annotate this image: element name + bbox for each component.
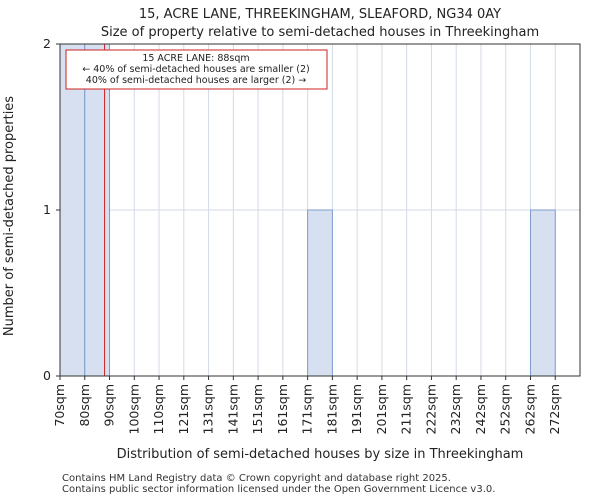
bar-80sqm: [84, 43, 111, 377]
annotation-line-larger: 40% of semi-detached houses are larger (…: [86, 75, 306, 86]
y-tick-label: 0: [43, 368, 51, 383]
y-axis-label: Number of semi-detached properties: [2, 96, 17, 336]
x-tick-label: 90sqm: [102, 384, 117, 427]
chart-title: 15, ACRE LANE, THREEKINGHAM, SLEAFORD, N…: [139, 7, 501, 22]
x-tick-label: 211sqm: [399, 384, 414, 434]
x-tick-label: 242sqm: [473, 384, 488, 434]
y-tick-label: 1: [43, 202, 51, 217]
x-tick-label: 131sqm: [201, 384, 216, 434]
x-tick-label: 110sqm: [151, 384, 166, 434]
y-ticks: 0 1 2: [43, 36, 60, 383]
marker-annotation: 15 ACRE LANE: 88sqm ← 40% of semi-detach…: [65, 49, 328, 90]
chart-subtitle: Size of property relative to semi-detach…: [101, 25, 539, 40]
bar-262sqm: [529, 209, 556, 377]
grid: [60, 44, 580, 376]
x-tick-label: 262sqm: [522, 384, 537, 434]
x-tick-label: 181sqm: [324, 384, 339, 434]
bar-70sqm: [59, 43, 86, 377]
x-tick-label: 151sqm: [250, 384, 265, 434]
x-tick-label: 252sqm: [498, 384, 513, 434]
footer-copyright: Contains HM Land Registry data © Crown c…: [62, 473, 451, 484]
x-tick-label: 100sqm: [126, 384, 141, 434]
bar-171sqm: [307, 209, 333, 377]
x-axis-label: Distribution of semi-detached houses by …: [117, 447, 524, 462]
footer-licence: Contains public sector information licen…: [62, 484, 496, 495]
annotation-line-title: 15 ACRE LANE: 88sqm: [142, 53, 249, 64]
x-tick-label: 121sqm: [176, 384, 191, 434]
x-tick-label: 70sqm: [52, 384, 67, 427]
x-tick-label: 191sqm: [349, 384, 364, 434]
x-tick-label: 80sqm: [77, 384, 92, 427]
x-tick-label: 201sqm: [374, 384, 389, 434]
x-tick-label: 272sqm: [547, 384, 562, 434]
x-tick-label: 171sqm: [300, 384, 315, 434]
x-tick-label: 161sqm: [275, 384, 290, 434]
bars: [59, 43, 556, 377]
x-tick-label: 141sqm: [225, 384, 240, 434]
y-tick-label: 2: [43, 36, 51, 51]
x-ticks: 70sqm 80sqm 90sqm 100sqm 110sqm 121sqm 131sqm 1…: [52, 376, 562, 434]
annotation-line-smaller: ← 40% of semi-detached houses are smalle…: [82, 64, 310, 75]
x-tick-label: 222sqm: [423, 384, 438, 434]
x-tick-label: 232sqm: [448, 384, 463, 434]
annotation-box: [65, 49, 328, 90]
